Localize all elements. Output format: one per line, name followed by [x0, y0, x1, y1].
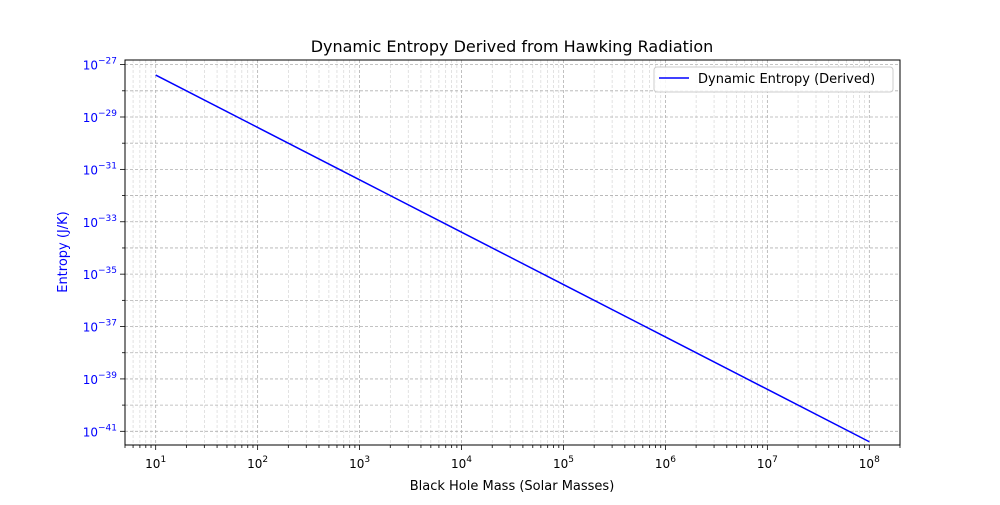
x-tick-label: 103: [349, 455, 370, 471]
y-tick-label: 10−31: [83, 161, 117, 177]
x-axis-label: Black Hole Mass (Solar Masses): [410, 479, 615, 494]
y-tick-label: 10−39: [83, 371, 118, 387]
x-tick-label: 104: [451, 455, 472, 471]
x-tick-label: 105: [553, 455, 574, 471]
y-axis-label: Entropy (J/K): [56, 211, 71, 293]
x-tick-label: 101: [145, 455, 166, 471]
y-axis: 10−27 10−29 10−31 10−33 10−35 10−37 10−39 10−41: [83, 57, 125, 439]
series-line: [155, 74, 870, 443]
y-tick-label: 10−33: [83, 214, 117, 230]
x-tick-label: 102: [247, 455, 268, 471]
legend-label: Dynamic Entropy (Derived): [698, 72, 875, 87]
legend-box: [653, 66, 894, 93]
y-tick-label: 10−27: [83, 57, 117, 73]
x-tick-label: 107: [757, 455, 778, 471]
y-tick-label: 10−35: [83, 266, 117, 282]
y-tick-label: 10−37: [83, 319, 117, 335]
y-tick-label: 10−29: [83, 109, 118, 125]
plot-frame: [124, 59, 901, 446]
series-layer: [155, 74, 870, 443]
x-tick-label: 108: [859, 455, 880, 471]
chart-title: Dynamic Entropy Derived from Hawking Rad…: [311, 37, 714, 56]
y-tick-label: 10−41: [83, 423, 117, 439]
x-tick-label: 106: [655, 455, 676, 471]
legend: Dynamic Entropy (Derived): [653, 66, 894, 93]
x-axis: 101 102 103 104 105 106 107 108: [124, 445, 901, 471]
grid: [124, 60, 901, 445]
